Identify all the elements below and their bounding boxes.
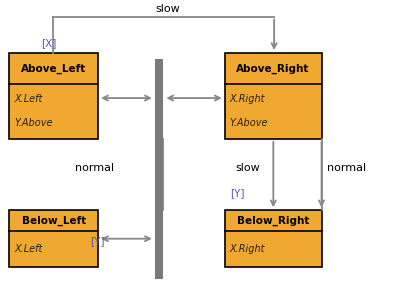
Text: X.Right: X.Right (229, 94, 265, 104)
Text: X.Left: X.Left (14, 244, 43, 254)
Text: Below_Right: Below_Right (237, 215, 309, 226)
Text: [Y]: [Y] (90, 236, 105, 246)
Text: normal: normal (328, 163, 367, 173)
Text: normal: normal (74, 163, 114, 173)
Text: [X]: [X] (41, 38, 56, 49)
Bar (225, 53, 322, 139)
Text: [Y]: [Y] (230, 189, 244, 199)
Text: Below_Left: Below_Left (21, 215, 86, 226)
Bar (225, 210, 322, 267)
Text: Y.Above: Y.Above (14, 118, 53, 128)
Bar (9, 210, 98, 267)
Text: slow: slow (235, 163, 260, 173)
Text: X.Right: X.Right (229, 244, 265, 254)
Bar (9, 53, 98, 139)
Text: X.Left: X.Left (14, 94, 43, 104)
Text: Y.Above: Y.Above (229, 118, 268, 128)
Bar (155, 59, 164, 279)
Text: Above_Right: Above_Right (236, 63, 310, 73)
Text: Above_Left: Above_Left (21, 63, 86, 73)
Text: slow: slow (155, 4, 180, 14)
